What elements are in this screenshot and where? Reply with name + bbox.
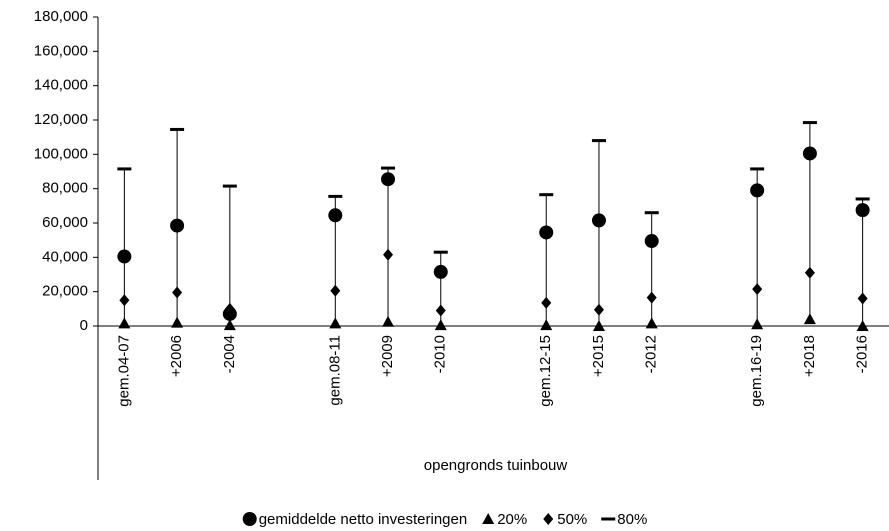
marker-triangle <box>856 320 869 331</box>
x-tick-label: -2016 <box>854 335 871 373</box>
y-tick-label: 0 <box>80 317 88 334</box>
marker-dash <box>802 121 817 125</box>
marker-diamond <box>435 304 446 317</box>
legend-label: gemiddelde netto investeringen <box>259 511 467 528</box>
marker-dash <box>222 184 237 188</box>
marker-dash <box>328 194 343 198</box>
marker-dash <box>644 211 659 215</box>
y-tick-label: 20,000 <box>42 283 88 300</box>
y-tick-label: 60,000 <box>42 214 88 231</box>
marker-triangle <box>223 319 236 331</box>
x-tick-label: gem.12-15 <box>537 335 554 407</box>
marker-diamond <box>330 284 341 297</box>
marker-triangle <box>803 313 816 325</box>
x-tick-label: gem.04-07 <box>115 335 132 407</box>
marker-dash <box>750 167 765 171</box>
marker-diamond <box>119 294 130 307</box>
marker-diamond <box>172 286 183 299</box>
marker-dash <box>381 166 396 170</box>
marker-circle <box>802 146 817 161</box>
y-tick-label: 80,000 <box>42 180 88 197</box>
marker-circle <box>222 306 237 321</box>
y-tick-label: 120,000 <box>34 111 88 128</box>
marker-circle <box>750 183 765 198</box>
x-tick-label: -2012 <box>643 335 660 373</box>
marker-triangle <box>540 319 553 331</box>
x-tick-label: +2006 <box>168 335 185 377</box>
marker-diamond <box>593 303 604 316</box>
marker-dash <box>855 197 870 201</box>
marker-triangle <box>329 317 342 329</box>
marker-dash <box>539 193 554 197</box>
x-tick-label: -2010 <box>432 335 449 373</box>
marker-diamond <box>804 266 815 279</box>
marker-triangle <box>382 315 395 327</box>
marker-triangle <box>645 317 658 329</box>
marker-circle <box>591 213 606 228</box>
x-axis-label: opengronds tuinbouw <box>424 457 568 474</box>
legend-marker <box>242 512 257 526</box>
x-tick-label: +2015 <box>590 335 607 377</box>
y-tick-label: 40,000 <box>42 248 88 265</box>
marker-diamond <box>857 292 868 305</box>
legend-label: 80% <box>617 511 647 528</box>
marker-dash <box>117 167 132 171</box>
legend: gemiddelde netto investeringen 20% 50% 80% <box>242 511 647 528</box>
y-tick-label: 100,000 <box>34 145 88 162</box>
x-tick-label: gem.08-11 <box>326 335 343 406</box>
marker-dash <box>433 250 448 254</box>
marker-diamond <box>383 248 394 261</box>
legend-marker <box>482 513 495 524</box>
marker-circle <box>381 172 396 187</box>
marker-triangle <box>434 319 447 331</box>
marker-circle <box>117 249 132 264</box>
marker-triangle <box>118 317 131 329</box>
marker-circle <box>433 264 448 279</box>
marker-triangle <box>592 320 605 331</box>
x-tick-label: -2004 <box>221 335 238 373</box>
marker-circle <box>328 208 343 223</box>
marker-triangle <box>171 316 184 328</box>
marker-circle <box>855 203 870 218</box>
legend-label: 50% <box>557 511 587 528</box>
marker-diamond <box>541 296 552 309</box>
marker-diamond <box>752 283 763 296</box>
y-tick-label: 180,000 <box>34 8 88 25</box>
marker-circle <box>644 234 659 249</box>
marker-circle <box>170 218 185 233</box>
legend-marker <box>543 513 554 525</box>
marker-dash <box>591 139 606 143</box>
y-tick-label: 160,000 <box>34 42 88 59</box>
marker-dash <box>170 127 185 131</box>
legend-label: 20% <box>497 511 527 528</box>
marker-triangle <box>751 318 764 330</box>
legend-marker <box>601 517 616 521</box>
marker-circle <box>539 225 554 240</box>
marker-diamond <box>646 291 657 304</box>
x-tick-label: +2018 <box>801 335 818 377</box>
y-tick-label: 140,000 <box>34 77 88 94</box>
x-tick-label: +2009 <box>379 335 396 377</box>
x-tick-label: gem.16-19 <box>748 335 765 407</box>
